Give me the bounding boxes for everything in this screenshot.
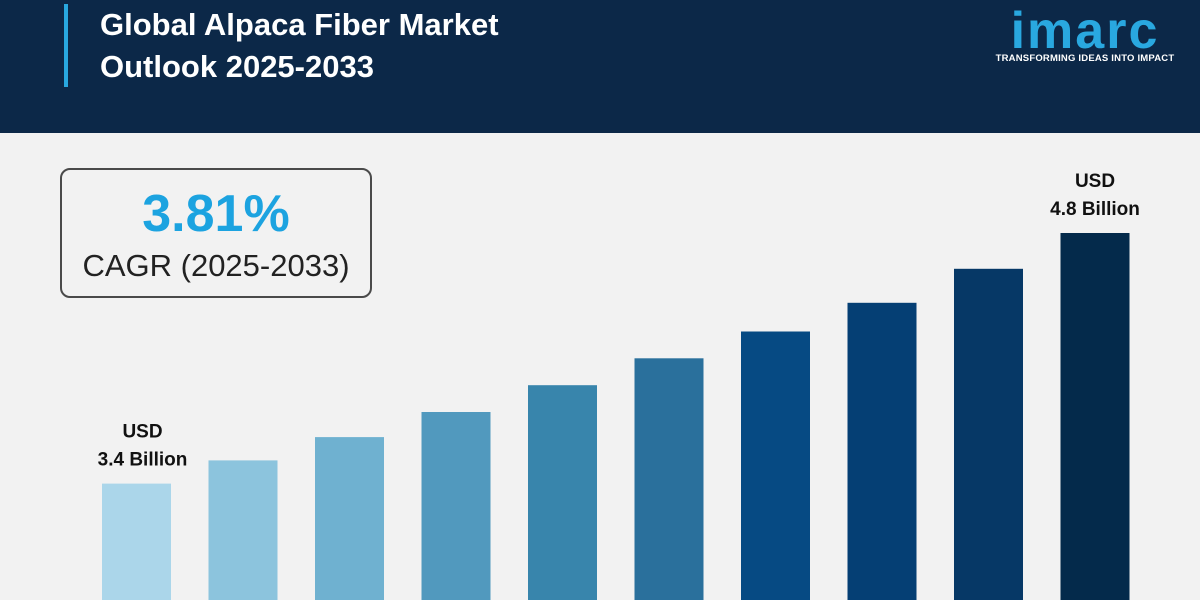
header-accent-bar <box>64 4 68 87</box>
cagr-value: 3.81% <box>142 185 290 243</box>
bar-7 <box>741 331 810 600</box>
data-label-1-line-1: USD <box>122 422 162 443</box>
bar-10 <box>1060 233 1130 600</box>
title-line-2: Outlook 2025-2033 <box>100 49 374 84</box>
bar-9 <box>954 268 1023 600</box>
header: Global Alpaca Fiber Market Outlook 2025-… <box>0 0 1200 133</box>
data-label-10-line-1: USD <box>1075 171 1115 192</box>
logo-text: imarc <box>1011 2 1160 60</box>
bar-1 <box>102 483 171 600</box>
page-title: Global Alpaca Fiber Market Outlook 2025-… <box>100 4 700 88</box>
bar-6 <box>634 358 704 600</box>
imarc-logo: imarc <box>1011 2 1160 60</box>
logo-tagline: TRANSFORMING IDEAS INTO IMPACT <box>995 53 1175 64</box>
bar-8 <box>847 302 917 600</box>
data-label-1-line-2: 3.4 Billion <box>98 450 188 471</box>
cagr-box: 3.81% CAGR (2025-2033) <box>60 168 372 298</box>
bar-4 <box>421 412 491 600</box>
bar-2 <box>208 460 278 600</box>
title-line-1: Global Alpaca Fiber Market <box>100 7 499 42</box>
data-label-10-line-2: 4.8 Billion <box>1050 199 1140 220</box>
bar-5 <box>528 385 597 600</box>
cagr-label: CAGR (2025-2033) <box>82 248 350 283</box>
bar-3 <box>315 437 384 600</box>
